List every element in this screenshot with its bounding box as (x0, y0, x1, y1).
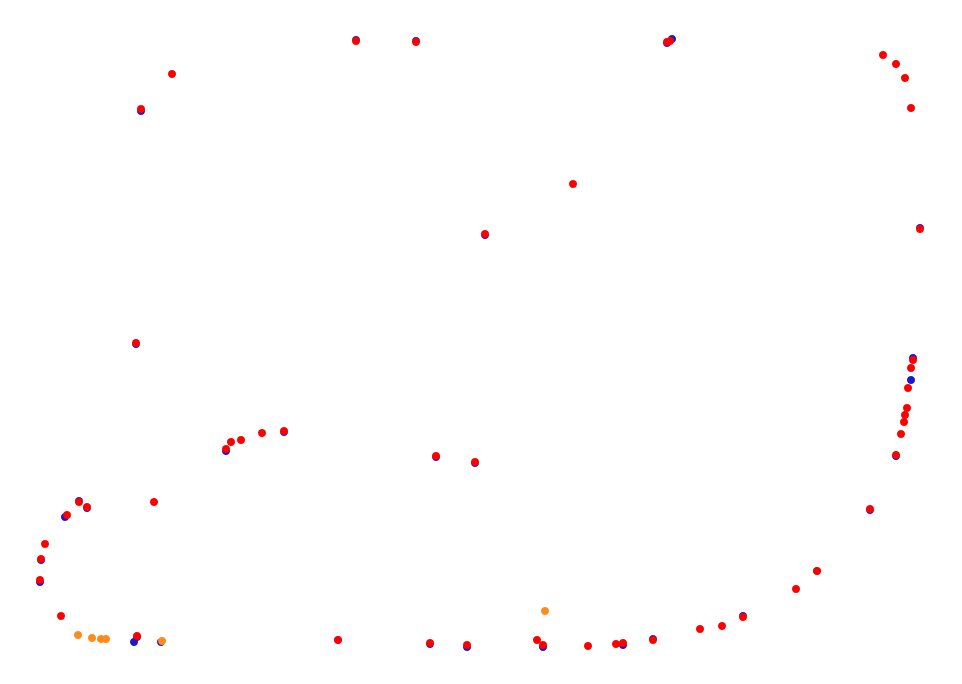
point (74, 631, 82, 639)
point (36, 576, 44, 584)
point (88, 634, 96, 642)
point (41, 540, 49, 548)
point (619, 639, 627, 647)
point (463, 641, 471, 649)
point (227, 438, 235, 446)
point (75, 498, 83, 506)
point (137, 105, 145, 113)
point (83, 503, 91, 511)
point (904, 384, 912, 392)
point (879, 51, 887, 59)
point (352, 37, 360, 45)
point (696, 625, 704, 633)
point (412, 38, 420, 46)
point (907, 376, 915, 384)
point (541, 607, 549, 615)
point (903, 404, 911, 412)
point (471, 458, 479, 466)
point (866, 505, 874, 513)
point (63, 511, 71, 519)
point (569, 180, 577, 188)
point (237, 436, 245, 444)
point (132, 339, 140, 347)
point (280, 427, 288, 435)
point (739, 613, 747, 621)
point (718, 622, 726, 630)
point (813, 567, 821, 575)
point (666, 37, 674, 45)
point (539, 641, 547, 649)
point (37, 555, 45, 563)
point (892, 60, 900, 68)
point (649, 636, 657, 644)
point (792, 585, 800, 593)
point (909, 356, 917, 364)
point (612, 640, 620, 648)
point (897, 430, 905, 438)
point (57, 612, 65, 620)
point (901, 74, 909, 82)
point (901, 411, 909, 419)
point (334, 636, 342, 644)
point (432, 452, 440, 460)
point (892, 451, 900, 459)
point (158, 637, 166, 645)
point (102, 635, 110, 643)
point (907, 104, 915, 112)
point (150, 498, 158, 506)
point (426, 639, 434, 647)
point (900, 418, 908, 426)
point (907, 364, 915, 372)
point (133, 632, 141, 640)
point (481, 230, 489, 238)
point (533, 636, 541, 644)
point (916, 225, 924, 233)
point (584, 642, 592, 650)
point (222, 445, 230, 453)
point (168, 70, 176, 78)
point (258, 429, 266, 437)
